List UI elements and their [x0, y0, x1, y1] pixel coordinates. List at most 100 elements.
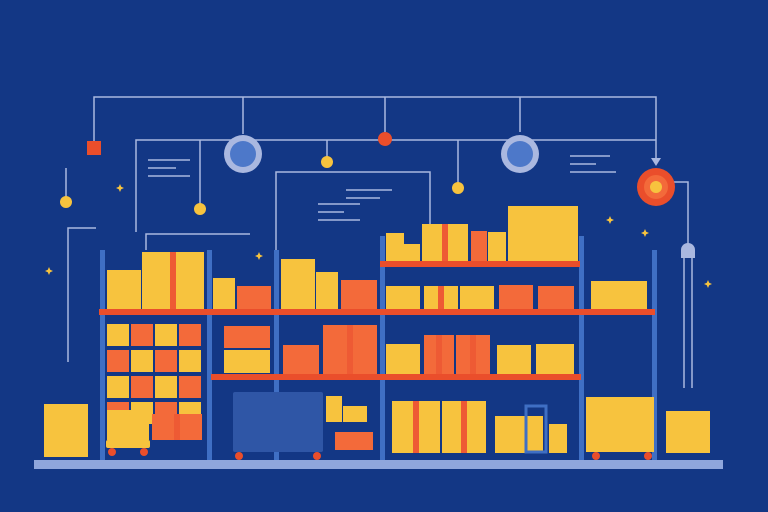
dot-node-icon: [60, 196, 72, 208]
dot-node-icon: [194, 203, 206, 215]
target-node-icon: [650, 181, 662, 193]
shelf: [211, 374, 581, 380]
sparkle-icon: [606, 216, 614, 224]
sparkle-icon: [641, 229, 649, 237]
box: [591, 281, 647, 309]
box-tape: [413, 401, 419, 453]
box: [460, 286, 494, 309]
network-line: [145, 233, 250, 250]
carts: [106, 392, 654, 460]
box: [131, 376, 153, 398]
cart-wheel: [313, 452, 321, 460]
sparkle-icon: [45, 267, 53, 275]
box: [536, 344, 574, 374]
box-tape: [170, 252, 176, 309]
box: [131, 350, 153, 372]
box: [107, 324, 129, 346]
dot-node-icon: [378, 132, 392, 146]
shelves: [99, 261, 655, 380]
box: [586, 397, 654, 452]
network-line: [318, 203, 360, 221]
square-node-icon: [87, 141, 101, 155]
ground-platform: [34, 460, 723, 469]
rack-post: [207, 250, 212, 460]
box: [179, 350, 201, 372]
box: [213, 278, 235, 309]
box: [538, 286, 574, 309]
box: [179, 324, 201, 346]
rack-post: [380, 236, 385, 460]
box-tape: [470, 335, 476, 374]
box: [155, 324, 177, 346]
box: [343, 406, 367, 422]
network-line: [570, 155, 616, 173]
box: [316, 272, 338, 309]
box: [508, 206, 578, 261]
network-line: [135, 139, 656, 232]
box: [224, 350, 270, 373]
network-line: [275, 171, 431, 255]
box-tape: [461, 401, 467, 453]
box: [488, 232, 506, 261]
box: [341, 280, 377, 309]
shelf: [99, 309, 655, 315]
box: [471, 231, 487, 261]
network-nodes: [60, 132, 695, 258]
hand-cart-icon: [524, 404, 548, 454]
box: [281, 259, 315, 309]
box-tape: [436, 335, 442, 374]
rack-post: [274, 250, 279, 460]
box: [107, 410, 149, 440]
box: [386, 344, 420, 374]
hand-cart-icon: [590, 446, 654, 452]
box: [335, 432, 373, 450]
box-tape: [174, 414, 180, 440]
cart-wheel: [108, 448, 116, 456]
rack-post: [100, 250, 105, 460]
network-line: [67, 227, 96, 362]
cart-wheel: [592, 452, 600, 460]
box: [326, 396, 342, 422]
box: [44, 404, 88, 457]
dot-node-icon: [321, 156, 333, 168]
box: [179, 376, 201, 398]
box-tape: [442, 224, 448, 261]
hand-cart-icon: [233, 392, 323, 452]
rack-post: [652, 250, 657, 460]
box: [283, 345, 319, 374]
box: [499, 285, 533, 309]
box: [404, 244, 420, 261]
box: [237, 286, 271, 309]
box: [107, 376, 129, 398]
box-tape: [347, 325, 353, 374]
network-line: [93, 96, 657, 162]
box: [131, 324, 153, 346]
sensor-icon: [681, 243, 695, 258]
network-line: [672, 181, 689, 246]
box: [666, 411, 710, 453]
network-line: [148, 159, 190, 177]
box: [107, 350, 129, 372]
box: [155, 350, 177, 372]
boxes: [44, 206, 710, 457]
box: [107, 270, 141, 309]
cart-wheel: [140, 448, 148, 456]
box: [155, 376, 177, 398]
rack-post: [579, 236, 584, 460]
box: [224, 326, 270, 348]
hand-cart-icon: [106, 440, 150, 448]
cart-wheel: [235, 452, 243, 460]
box: [497, 345, 531, 374]
box-tape: [438, 286, 444, 309]
sparkles: [45, 184, 712, 288]
rack-posts: [100, 236, 657, 460]
ring-node-icon: [507, 141, 533, 167]
sparkle-icon: [255, 252, 263, 260]
shelf: [380, 261, 580, 267]
box: [386, 286, 420, 309]
ring-node-icon: [230, 141, 256, 167]
sparkle-icon: [116, 184, 124, 192]
box: [549, 424, 567, 453]
box: [386, 233, 404, 261]
dot-node-icon: [452, 182, 464, 194]
